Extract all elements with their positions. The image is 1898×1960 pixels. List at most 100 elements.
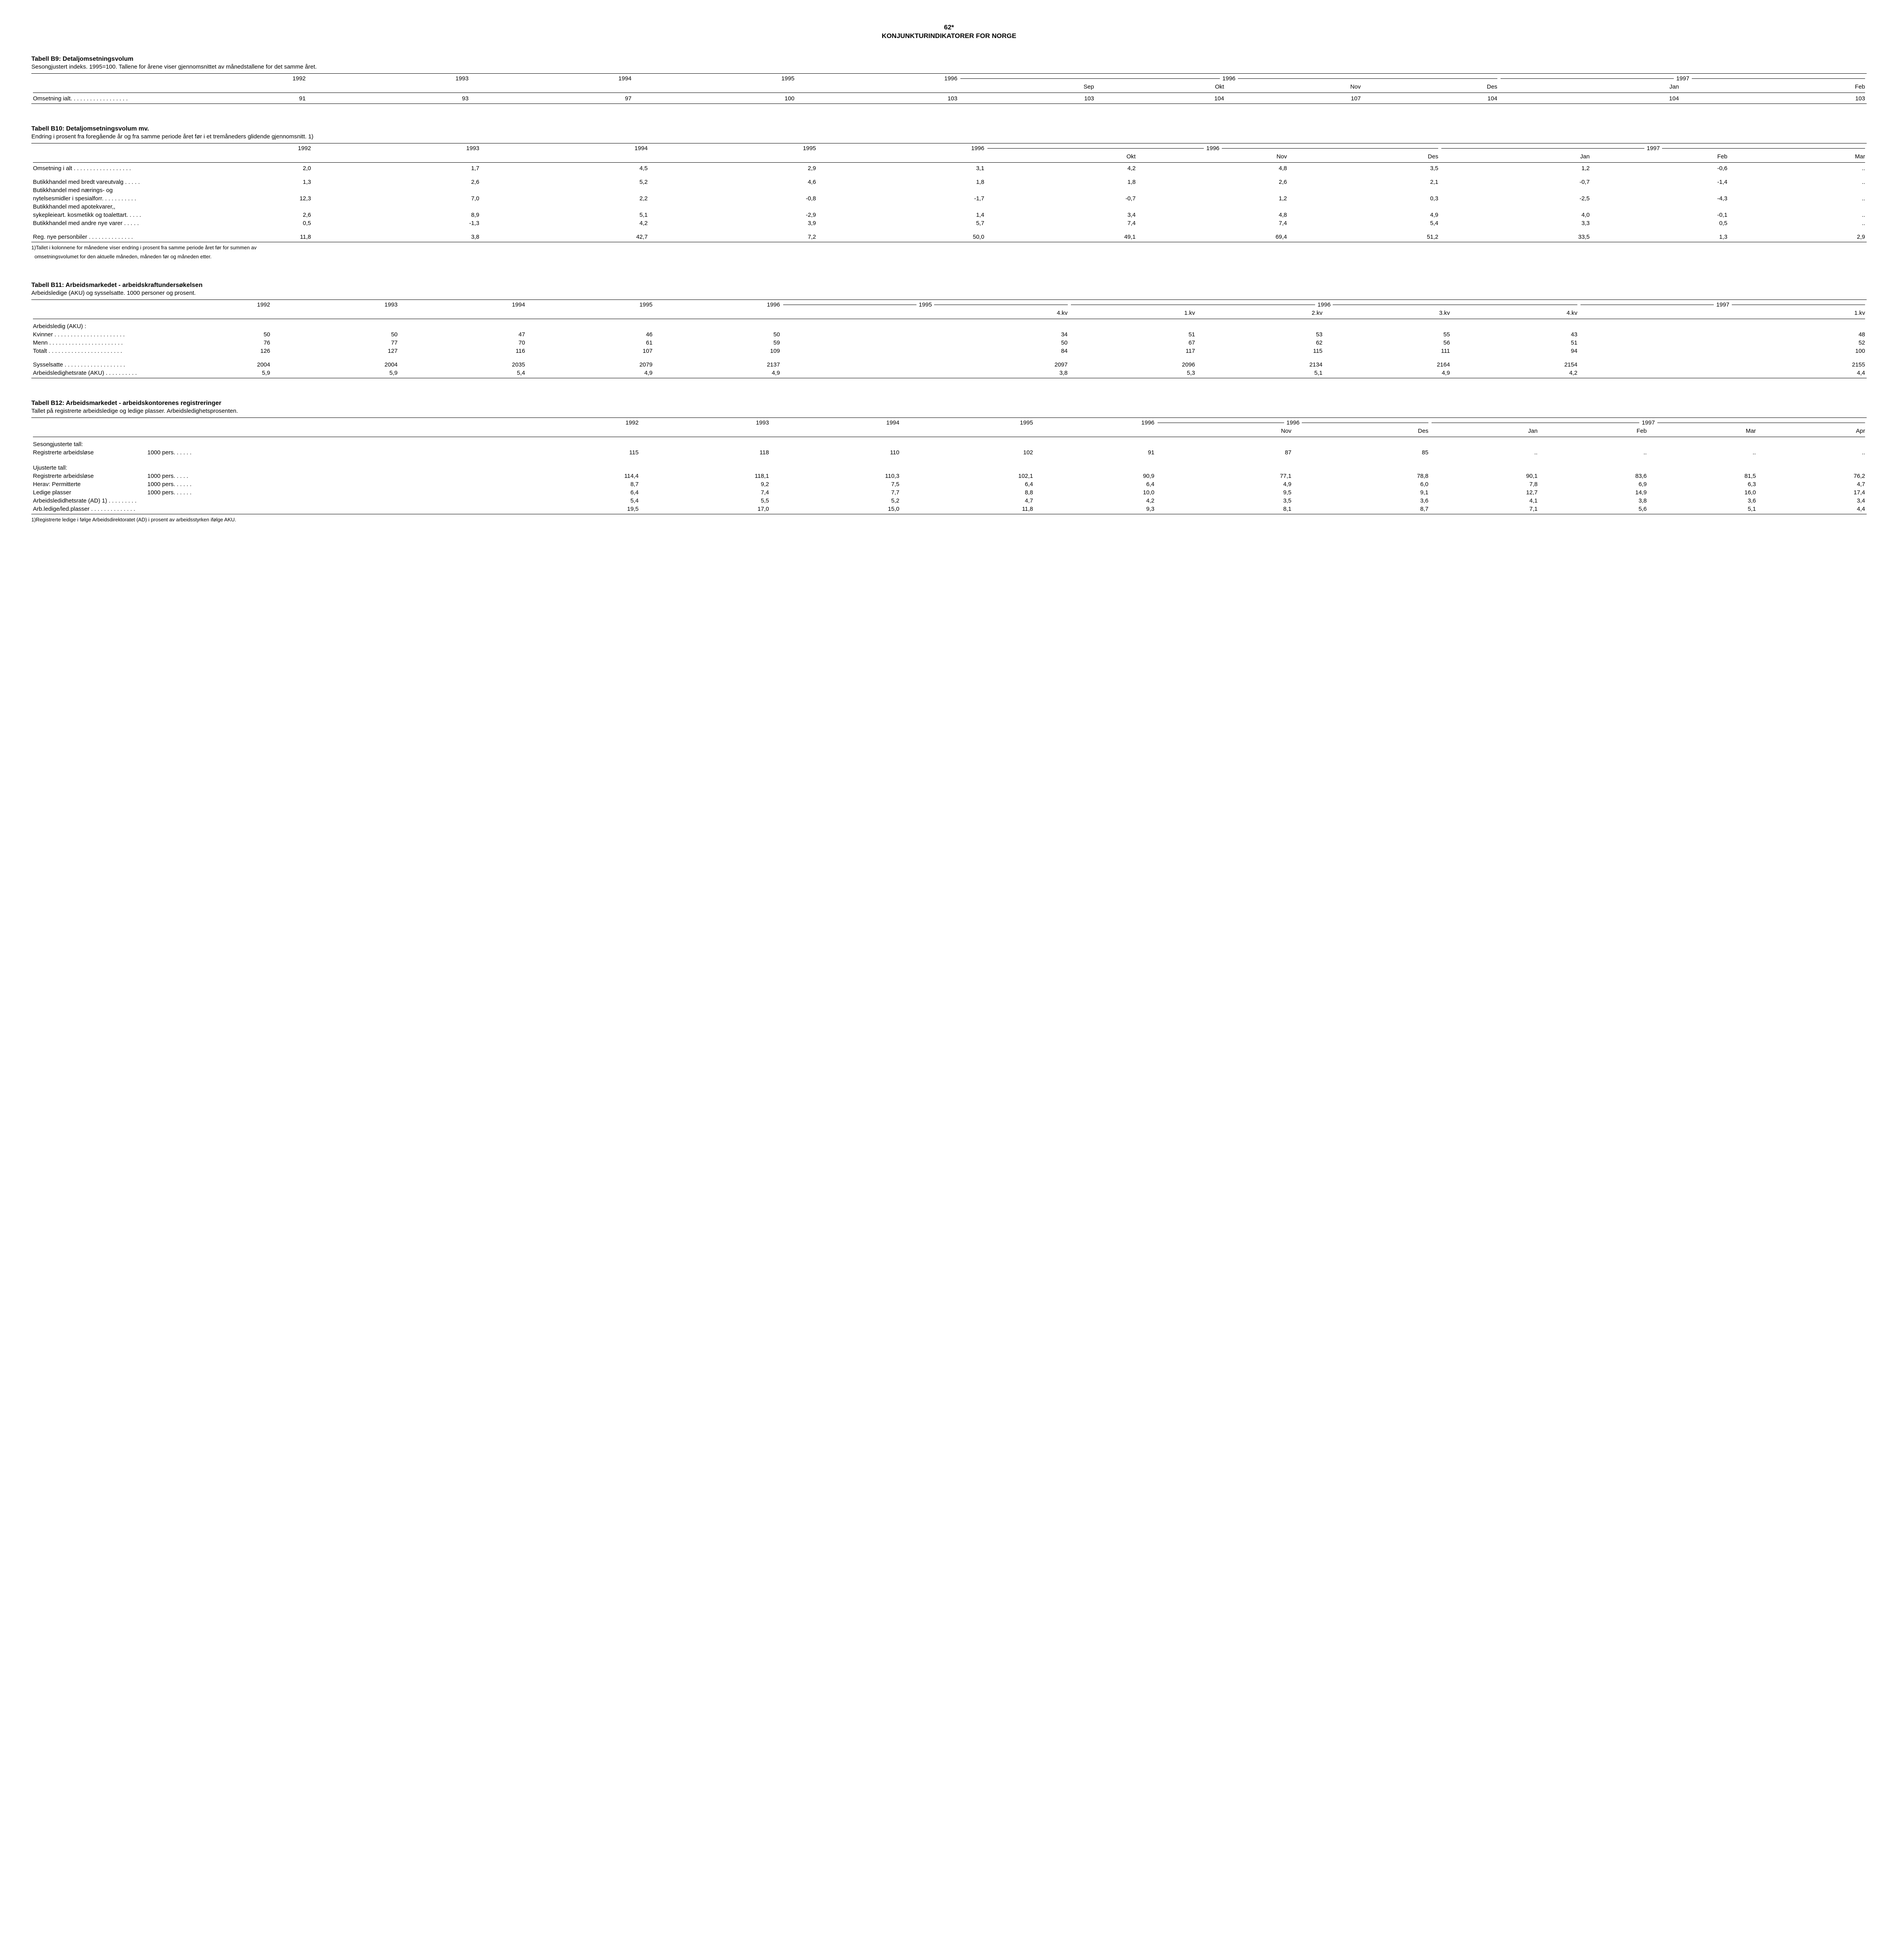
page-title: KONJUNKTURINDIKATORER FOR NORGE xyxy=(31,32,1867,40)
cell xyxy=(312,203,481,211)
b11-title: Tabell B11: Arbeidsmarkedet - arbeidskra… xyxy=(31,282,1867,289)
row-label: sykepleieart. kosmetikk og toalettart. .… xyxy=(31,211,144,219)
cell: 4,0 xyxy=(1440,211,1591,219)
cell: 127 xyxy=(272,347,399,355)
cell: 3,5 xyxy=(1288,164,1440,172)
cell xyxy=(1137,186,1288,194)
cell: 43 xyxy=(1452,330,1579,339)
section-label: Sesongjusterte tall: xyxy=(31,439,1867,448)
b12-table: 1992199319941995199619961997NovDesJanFeb… xyxy=(31,419,1867,513)
cell: 2004 xyxy=(272,361,399,369)
cell: 90,9 xyxy=(1034,472,1156,480)
row-unit xyxy=(144,505,510,513)
cell: 8,7 xyxy=(1293,505,1430,513)
cell: 5,7 xyxy=(818,219,986,227)
cell: 5,3 xyxy=(1069,369,1197,377)
cell: .. xyxy=(1757,448,1867,457)
b12-subtitle: Tallet på registrerte arbeidsledige og l… xyxy=(31,408,1867,414)
cell: 15,0 xyxy=(771,505,901,513)
cell: 3,9 xyxy=(649,219,817,227)
cell: 6,4 xyxy=(510,488,640,497)
cell: 118 xyxy=(640,448,771,457)
cell: 2004 xyxy=(144,361,272,369)
cell: 2,0 xyxy=(144,164,312,172)
cell: 5,5 xyxy=(640,497,771,505)
row-label: Registrerte arbeidsløse xyxy=(31,472,144,480)
cell: 6,4 xyxy=(901,480,1034,488)
row-label: Butikkhandel med andre nye varer . . . .… xyxy=(31,219,144,227)
row-label: Kvinner . . . . . . . . . . . . . . . . … xyxy=(31,330,144,339)
cell: 4,7 xyxy=(901,497,1034,505)
cell: 7,8 xyxy=(1430,480,1539,488)
cell: 4,9 xyxy=(1156,480,1293,488)
cell: 8,7 xyxy=(510,480,640,488)
table-row: Reg. nye personbiler . . . . . . . . . .… xyxy=(31,233,1867,241)
cell: 4,1 xyxy=(1430,497,1539,505)
table-row: Registrerte arbeidsløse1000 pers. . . . … xyxy=(31,448,1867,457)
cell xyxy=(1440,203,1591,211)
cell: 17,0 xyxy=(640,505,771,513)
cell: 1,8 xyxy=(986,178,1137,186)
cell xyxy=(986,186,1137,194)
cell: -2,9 xyxy=(649,211,817,219)
cell: 2164 xyxy=(1324,361,1452,369)
cell: 2,6 xyxy=(312,178,481,186)
cell: 5,4 xyxy=(399,369,526,377)
cell: 7,4 xyxy=(1137,219,1288,227)
b10-footnote-1: 1)Tallet i kolonnene for månedene viser … xyxy=(31,245,1867,251)
b11-table: 199219931994199519961995199619974.kv1.kv… xyxy=(31,301,1867,377)
cell: 9,2 xyxy=(640,480,771,488)
page-number: 62* xyxy=(31,24,1867,31)
table-row: Arbeidsledidhetsrate (AD) 1) . . . . . .… xyxy=(31,497,1867,505)
cell: 3,3 xyxy=(1440,219,1591,227)
cell: 50 xyxy=(654,330,782,339)
row-unit: 1000 pers. . . . . . xyxy=(144,488,510,497)
cell xyxy=(1729,186,1867,194)
cell: 76,2 xyxy=(1757,472,1867,480)
b11-subtitle: Arbeidsledige (AKU) og sysselsatte. 1000… xyxy=(31,290,1867,296)
cell: 4,2 xyxy=(481,219,649,227)
table-row: nytelsesmidler i spesialforr. . . . . . … xyxy=(31,194,1867,203)
cell: 34 xyxy=(782,330,1069,339)
cell: 2,9 xyxy=(1729,233,1867,241)
cell: 16,0 xyxy=(1648,488,1757,497)
table-row: Omsetning ialt. . . . . . . . . . . . . … xyxy=(31,94,1867,103)
row-unit xyxy=(144,497,510,505)
cell: 1,3 xyxy=(144,178,312,186)
cell: 4,4 xyxy=(1757,505,1867,513)
cell: 5,1 xyxy=(1648,505,1757,513)
cell: 97 xyxy=(470,94,633,103)
table-row: Herav: Permitterte1000 pers. . . . . .8,… xyxy=(31,480,1867,488)
cell: 2137 xyxy=(654,361,782,369)
table-row: Omsetning i alt . . . . . . . . . . . . … xyxy=(31,164,1867,172)
b9-table: 1992199319941995199619961997SepOktNovDes… xyxy=(31,74,1867,103)
cell: 4,4 xyxy=(1579,369,1867,377)
b9-subtitle: Sesongjustert indeks. 1995=100. Tallene … xyxy=(31,64,1867,70)
cell xyxy=(481,203,649,211)
cell: 104 xyxy=(1499,94,1680,103)
table-row: sykepleieart. kosmetikk og toalettart. .… xyxy=(31,211,1867,219)
cell: 4,9 xyxy=(654,369,782,377)
cell xyxy=(649,203,817,211)
cell: 69,4 xyxy=(1137,233,1288,241)
cell: 7,4 xyxy=(986,219,1137,227)
cell: -2,5 xyxy=(1440,194,1591,203)
cell: 17,4 xyxy=(1757,488,1867,497)
cell: 7,1 xyxy=(1430,505,1539,513)
cell: 78,8 xyxy=(1293,472,1430,480)
row-unit: 1000 pers. . . . . . xyxy=(144,448,510,457)
cell: 55 xyxy=(1324,330,1452,339)
cell: 107 xyxy=(1226,94,1362,103)
cell xyxy=(144,186,312,194)
cell: 114,4 xyxy=(510,472,640,480)
table-row: Registrerte arbeidsløse1000 pers. . . . … xyxy=(31,472,1867,480)
cell xyxy=(481,186,649,194)
cell: 3,1 xyxy=(818,164,986,172)
cell: 87 xyxy=(1156,448,1293,457)
cell: 4,9 xyxy=(1288,211,1440,219)
cell: 9,5 xyxy=(1156,488,1293,497)
cell: 12,7 xyxy=(1430,488,1539,497)
row-label: Totalt . . . . . . . . . . . . . . . . .… xyxy=(31,347,144,355)
cell: 1,7 xyxy=(312,164,481,172)
cell: -1,4 xyxy=(1591,178,1729,186)
